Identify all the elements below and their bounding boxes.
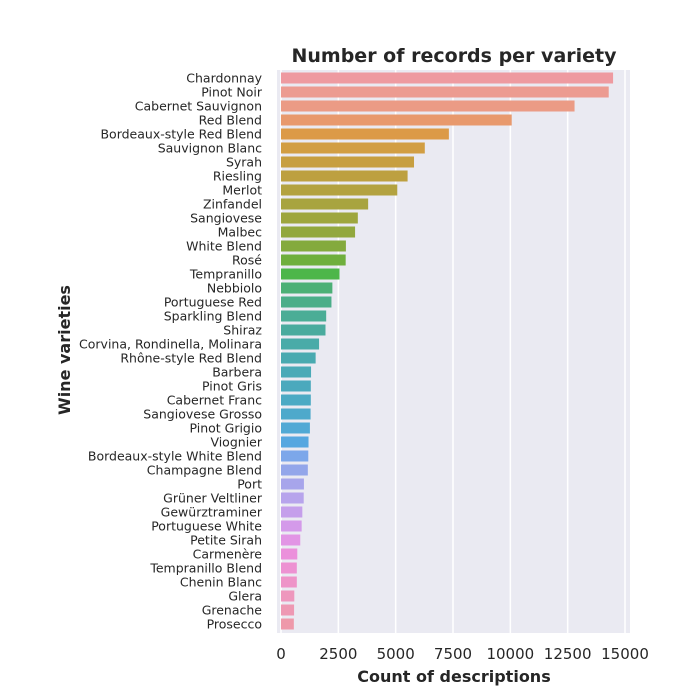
bar <box>281 268 340 280</box>
bar <box>281 254 346 266</box>
category-label: Zinfandel <box>203 197 262 212</box>
category-label: Champagne Blend <box>147 463 262 478</box>
bar <box>281 352 316 364</box>
bar <box>281 114 512 126</box>
bar <box>281 576 297 588</box>
bar <box>281 100 575 112</box>
bar <box>281 296 332 308</box>
category-label: Tempranillo <box>189 267 262 282</box>
bar <box>281 562 297 574</box>
category-label: Merlot <box>222 183 262 198</box>
bar <box>281 590 295 602</box>
category-label: Portuguese Red <box>164 295 262 310</box>
bar <box>281 226 356 238</box>
category-label: Port <box>237 477 262 492</box>
bar <box>281 212 358 224</box>
category-label: Cabernet Sauvignon <box>135 99 262 114</box>
bars <box>281 72 614 630</box>
bar <box>281 450 309 462</box>
category-label: Sangiovese Grosso <box>143 407 262 422</box>
bar <box>281 520 302 532</box>
bar <box>281 464 308 476</box>
x-tick-label: 10000 <box>486 645 534 663</box>
bar <box>281 422 310 434</box>
x-tick-label: 7500 <box>434 645 472 663</box>
bar <box>281 436 309 448</box>
category-label: Pinot Gris <box>202 379 262 394</box>
category-label: Red Blend <box>199 113 262 128</box>
category-label: Corvina, Rondinella, Molinara <box>79 337 262 352</box>
bar <box>281 366 312 378</box>
category-label: Sangiovese <box>190 211 262 226</box>
category-label: Rhône-style Red Blend <box>120 351 262 366</box>
category-label: Chenin Blanc <box>180 575 262 590</box>
category-label: Grenache <box>202 603 263 618</box>
category-label: Gewürztraminer <box>161 505 263 520</box>
category-label: Cabernet Franc <box>167 393 262 408</box>
bar <box>281 394 311 406</box>
x-tick-label: 12500 <box>544 645 592 663</box>
category-label: White Blend <box>186 239 262 254</box>
category-label: Portuguese White <box>151 519 262 534</box>
category-label: Malbec <box>218 225 263 240</box>
bar <box>281 282 333 294</box>
bar <box>281 240 346 252</box>
bar <box>281 170 408 182</box>
bar <box>281 198 369 210</box>
category-label: Viognier <box>210 435 262 450</box>
bar <box>281 380 311 392</box>
bar <box>281 534 301 546</box>
bar <box>281 506 303 518</box>
x-tick-labels: 0 2500 5000 7500 10000 12500 15000 <box>276 645 649 663</box>
bar <box>281 408 311 420</box>
bar <box>281 492 304 504</box>
bar <box>281 310 327 322</box>
bar <box>281 72 614 84</box>
category-label: Sparkling Blend <box>164 309 262 324</box>
category-label: Chardonnay <box>186 71 262 86</box>
y-axis-label: Wine varieties <box>55 285 74 415</box>
category-label: Pinot Grigio <box>189 421 262 436</box>
bar <box>281 184 398 196</box>
bar <box>281 618 294 630</box>
category-label: Syrah <box>226 155 262 170</box>
bar <box>281 142 425 154</box>
category-label: Barbera <box>212 365 262 380</box>
category-label: Petite Sirah <box>190 533 262 548</box>
category-label: Nebbiolo <box>207 281 262 296</box>
category-label: Riesling <box>213 169 262 184</box>
category-label: Carmenère <box>193 547 263 562</box>
bar <box>281 128 449 140</box>
category-label: Bordeaux-style Red Blend <box>100 127 262 142</box>
category-label: Shiraz <box>223 323 262 338</box>
bar <box>281 478 304 490</box>
bar <box>281 548 298 560</box>
x-tick-label: 2500 <box>319 645 357 663</box>
category-label: Bordeaux-style White Blend <box>88 449 262 464</box>
x-tick-label: 5000 <box>377 645 415 663</box>
category-label: Sauvignon Blanc <box>158 141 262 156</box>
category-label: Glera <box>228 589 262 604</box>
x-axis-label: Count of descriptions <box>357 667 550 686</box>
bar <box>281 86 609 98</box>
bar <box>281 324 326 336</box>
x-tick-label: 0 <box>276 645 286 663</box>
category-label: Prosecco <box>207 617 262 632</box>
category-label: Rosé <box>232 253 262 268</box>
bar <box>281 338 320 350</box>
bar <box>281 604 295 616</box>
category-label: Grüner Veltliner <box>163 491 263 506</box>
chart-title: Number of records per variety <box>291 45 617 67</box>
x-tick-label: 15000 <box>601 645 649 663</box>
category-label: Tempranillo Blend <box>149 561 262 576</box>
bar <box>281 156 415 168</box>
category-label: Pinot Noir <box>201 85 263 100</box>
